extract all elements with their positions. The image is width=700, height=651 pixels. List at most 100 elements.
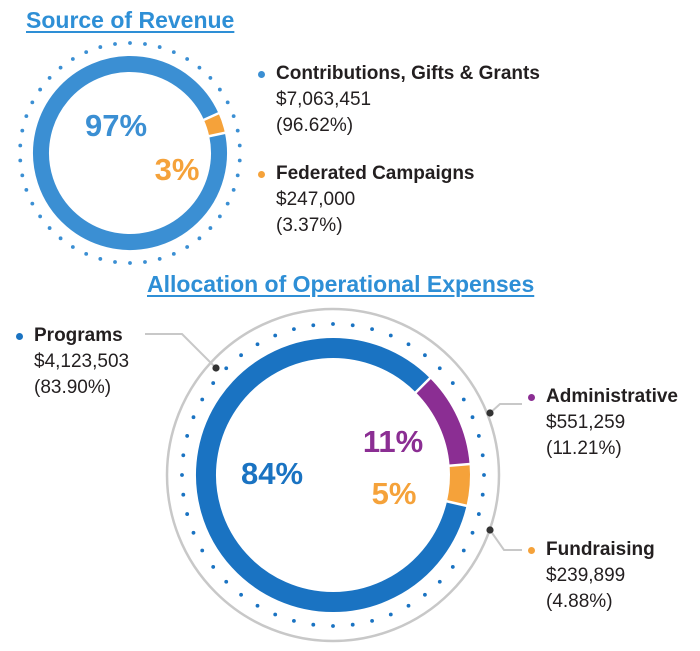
ring-dot [47, 76, 52, 80]
ring-dot [255, 342, 260, 347]
ring-dot [185, 245, 190, 249]
outer-ring [165, 307, 501, 643]
ring-dot [480, 453, 485, 458]
legend-dot [528, 547, 535, 554]
legend-item-administrative: Administrative $551,259 (11.21%) [528, 384, 678, 462]
ring-dot [217, 214, 222, 219]
ring-dot [450, 565, 455, 569]
legend-dot [258, 71, 265, 78]
ring-dot [171, 251, 176, 256]
label-fundraising-pct: 5% [372, 476, 417, 511]
legend-percent: (3.37%) [276, 215, 343, 236]
ring-dot [239, 592, 243, 597]
ring-dot [157, 257, 162, 261]
legend-name: Contributions, Gifts & Grants [276, 63, 540, 84]
ring-dot [217, 87, 222, 92]
ring-dot [437, 366, 442, 371]
ring-dot [18, 143, 23, 148]
expenses-chart-title: Allocation of Operational Expenses [147, 271, 535, 297]
ring-dot [157, 45, 162, 49]
ring-dot [423, 592, 427, 597]
connector-fundraising-dot [486, 526, 494, 534]
ring-dot [406, 603, 411, 608]
ring-dot [197, 65, 202, 70]
ring-dot [211, 381, 216, 385]
label-contributions-pct: 97% [85, 108, 147, 143]
ring-dot [185, 434, 190, 438]
ring-dot [231, 187, 236, 192]
revenue-chart-title: Source of Revenue [26, 7, 235, 33]
legend-dot [16, 333, 23, 340]
legend-item-contributions: Contributions, Gifts & Grants $7,063,451… [258, 61, 540, 139]
ring-dot [191, 415, 196, 420]
ring-dot [113, 42, 117, 46]
ring-dot [38, 214, 43, 219]
ring-dot [388, 612, 393, 617]
ring-dot [237, 158, 242, 163]
ring-dot [128, 41, 132, 45]
legend-percent: (4.88%) [546, 591, 613, 612]
ring-dot [237, 143, 242, 148]
ring-dot [255, 603, 260, 608]
slice-separator [202, 111, 220, 122]
ring-dot [58, 65, 63, 70]
ring-dot [331, 624, 335, 628]
ring-dot [181, 492, 186, 497]
ring-dot [58, 236, 63, 241]
ring-dot [224, 579, 229, 584]
ring-dot [476, 512, 481, 516]
label-programs-pct: 84% [241, 456, 303, 491]
ring-dot [311, 323, 316, 328]
ring-dot [437, 579, 442, 584]
connector-administrative-dot [486, 409, 494, 417]
connector-administrative-line [489, 403, 522, 414]
ring-dot [461, 548, 466, 553]
ring-dot [350, 323, 355, 328]
slice-contributions-gifts-grants [33, 56, 227, 251]
ring-dot [84, 50, 89, 55]
ring-dot [18, 158, 23, 163]
ring-dot [476, 434, 481, 438]
slice-separator [413, 375, 433, 395]
ring-dot [70, 245, 75, 249]
slice-fundraising [446, 464, 470, 506]
legend-amount: $4,123,503 [34, 351, 130, 372]
legend-item-federated: Federated Campaigns $247,000 (3.37%) [258, 161, 475, 239]
ring-dot [370, 327, 374, 332]
ring-dot [143, 260, 147, 264]
legend-percent: (83.90%) [34, 377, 112, 398]
ring-dot [482, 473, 486, 477]
ring-dot [70, 57, 75, 61]
legend-name: Fundraising [546, 539, 655, 560]
ring-dot [200, 397, 205, 402]
legend-percent: (11.21%) [546, 438, 622, 459]
ring-dot [191, 530, 196, 535]
ring-dot [224, 366, 229, 371]
ring-dot [180, 473, 184, 477]
ring-dot [470, 530, 475, 535]
ring-dot [181, 453, 186, 458]
slice-administrative [415, 378, 470, 466]
ring-dot [225, 201, 230, 206]
ring-dot [423, 353, 427, 358]
ring-dot [208, 226, 213, 230]
legend-amount: $247,000 [276, 189, 356, 210]
ring-dot [208, 76, 213, 80]
ring-dot [225, 100, 230, 105]
ring-dot [20, 128, 25, 133]
ring-dot [273, 612, 278, 617]
legend-dot [258, 171, 265, 178]
connector-programs-dot [212, 364, 220, 372]
ring-dot [331, 322, 335, 326]
connector-fundraising-line [489, 529, 522, 551]
ring-dot [20, 173, 25, 178]
ring-dot [235, 128, 240, 133]
ring-dot [197, 236, 202, 241]
slice-separator [207, 131, 227, 138]
ring-dot [311, 622, 316, 627]
legend-percent: (96.62%) [276, 115, 354, 136]
ring-dot [30, 201, 35, 206]
ring-dot [171, 50, 176, 55]
ring-dot [24, 114, 29, 119]
